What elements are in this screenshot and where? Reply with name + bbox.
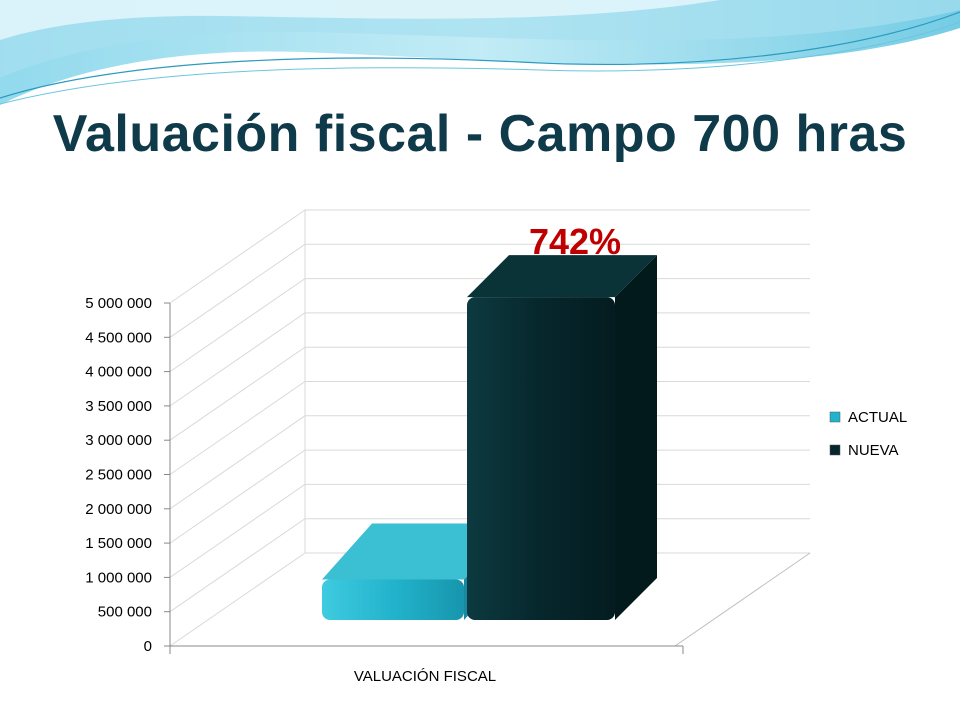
bar-front: [322, 579, 464, 620]
x-category-label: VALUACIÓN FISCAL: [354, 668, 496, 685]
y-tick-label: 3 500 000: [85, 398, 152, 415]
y-tick-label: 1 500 000: [85, 535, 152, 552]
y-tick-label: 4 000 000: [85, 364, 152, 381]
y-tick-label: 5 000 000: [85, 295, 152, 312]
y-tick-label: 4 500 000: [85, 329, 152, 346]
header-wave-decoration: [0, 0, 960, 105]
bar-nueva: [467, 255, 657, 621]
chart-bars: [322, 255, 657, 621]
growth-annotation: 742%: [529, 221, 621, 262]
legend-item-actual: ACTUAL: [829, 409, 907, 426]
y-tick-label: 0: [144, 638, 152, 655]
legend-swatch: [829, 411, 841, 423]
bar-side: [615, 255, 657, 621]
floor-right-edge: [674, 552, 811, 647]
chart-legend: ACTUAL NUEVA: [829, 409, 907, 459]
slide-title: Valuación fiscal - Campo 700 hras: [52, 105, 908, 163]
y-tick-label: 1 000 000: [85, 569, 152, 586]
bar-top: [322, 523, 514, 580]
y-tick-label: 500 000: [98, 604, 152, 621]
legend-item-nueva: NUEVA: [829, 442, 899, 459]
chart-axes: [164, 302, 684, 654]
bar-front: [467, 297, 615, 620]
bar-actual: [322, 523, 514, 620]
legend-label: ACTUAL: [848, 409, 907, 426]
legend-swatch: [829, 444, 841, 456]
legend-label: NUEVA: [848, 442, 899, 459]
y-tick-label: 2 500 000: [85, 467, 152, 484]
y-tick-label: 3 000 000: [85, 432, 152, 449]
y-tick-label: 2 000 000: [85, 501, 152, 518]
bar-top: [467, 255, 657, 298]
chart-labels: 0 500 000 1 000 000 1 500 000 2 000 000 2 500…: [85, 221, 621, 685]
